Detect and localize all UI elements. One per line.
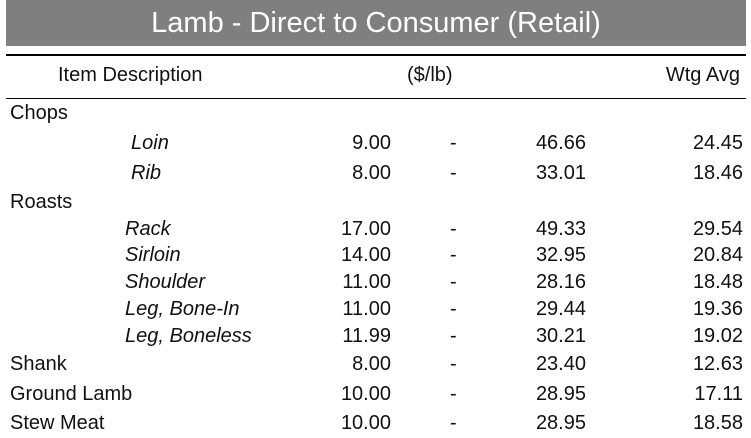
price-separator: -: [450, 383, 457, 405]
table-row: Shoulder 11.00 - 28.16 18.48: [0, 271, 751, 297]
table-row: Loin 9.00 - 46.66 24.45: [0, 132, 751, 158]
item-label: Leg, Bone-In: [125, 298, 240, 320]
table-row: Leg, Boneless 11.99 - 30.21 19.02: [0, 325, 751, 351]
price-separator: -: [450, 412, 457, 434]
weighted-average: 20.84: [692, 244, 743, 266]
price-low: 9.00: [352, 132, 391, 154]
category-label: Ground Lamb: [10, 383, 133, 405]
item-label: Rack: [125, 218, 171, 240]
price-high: 28.16: [535, 271, 586, 293]
header-top-rule: [6, 54, 746, 56]
price-low: 11.00: [342, 271, 391, 293]
price-low: 17.00: [340, 218, 391, 240]
price-low: 8.00: [352, 353, 391, 375]
price-separator: -: [450, 132, 457, 154]
price-separator: -: [450, 244, 457, 266]
price-high: 28.95: [535, 383, 586, 405]
weighted-average: 12.63: [692, 353, 743, 375]
header-bottom-rule: [6, 98, 746, 99]
price-low: 10.00: [340, 412, 391, 434]
price-high: 46.66: [535, 132, 586, 154]
weighted-average: 17.11: [694, 383, 743, 405]
price-high: 33.01: [535, 162, 586, 184]
weighted-average: 18.46: [692, 162, 743, 184]
column-header-price-unit: ($/lb): [407, 64, 453, 86]
table-title-text: Lamb - Direct to Consumer (Retail): [151, 6, 601, 39]
table-row: Rib 8.00 - 33.01 18.46: [0, 162, 751, 188]
price-high: 49.33: [535, 218, 586, 240]
price-high: 30.21: [535, 325, 586, 347]
price-separator: -: [450, 325, 457, 347]
item-label: Shoulder: [125, 271, 206, 293]
category-label: Roasts: [10, 191, 73, 213]
table-row: Chops: [0, 102, 751, 128]
price-low: 8.00: [352, 162, 391, 184]
table-row: Shank 8.00 - 23.40 12.63: [0, 353, 751, 379]
column-header-item-description: Item Description: [58, 64, 203, 86]
table-row: Sirloin 14.00 - 32.95 20.84: [0, 244, 751, 270]
item-label: Leg, Boneless: [125, 325, 252, 347]
weighted-average: 24.45: [692, 132, 743, 154]
category-label: Chops: [10, 102, 68, 124]
weighted-average: 18.48: [692, 271, 743, 293]
price-low: 11.99: [342, 325, 391, 347]
item-label: Sirloin: [125, 244, 181, 266]
table-row: Leg, Bone-In 11.00 - 29.44 19.36: [0, 298, 751, 324]
price-separator: -: [450, 298, 457, 320]
price-low: 11.00: [342, 298, 391, 320]
price-low: 10.00: [340, 383, 391, 405]
category-label: Stew Meat: [10, 412, 105, 434]
price-low: 14.00: [340, 244, 391, 266]
item-label: Rib: [131, 162, 162, 184]
price-separator: -: [450, 353, 457, 375]
table-title: Lamb - Direct to Consumer (Retail): [6, 0, 746, 46]
price-separator: -: [450, 162, 457, 184]
price-high: 23.40: [535, 353, 586, 375]
weighted-average: 19.02: [692, 325, 743, 347]
price-separator: -: [450, 271, 457, 293]
price-separator: -: [450, 218, 457, 240]
weighted-average: 18.58: [692, 412, 743, 434]
price-high: 29.44: [535, 298, 586, 320]
table-row: Stew Meat 10.00 - 28.95 18.58: [0, 412, 751, 438]
price-high: 32.95: [535, 244, 586, 266]
item-label: Loin: [131, 132, 169, 154]
table-row: Rack 17.00 - 49.33 29.54: [0, 218, 751, 244]
column-header-wtg-avg: Wtg Avg: [665, 64, 740, 86]
weighted-average: 19.36: [692, 298, 743, 320]
weighted-average: 29.54: [692, 218, 743, 240]
category-label: Shank: [10, 353, 67, 375]
table-row: Roasts: [0, 191, 751, 217]
price-high: 28.95: [535, 412, 586, 434]
table-row: Ground Lamb 10.00 - 28.95 17.11: [0, 383, 751, 409]
